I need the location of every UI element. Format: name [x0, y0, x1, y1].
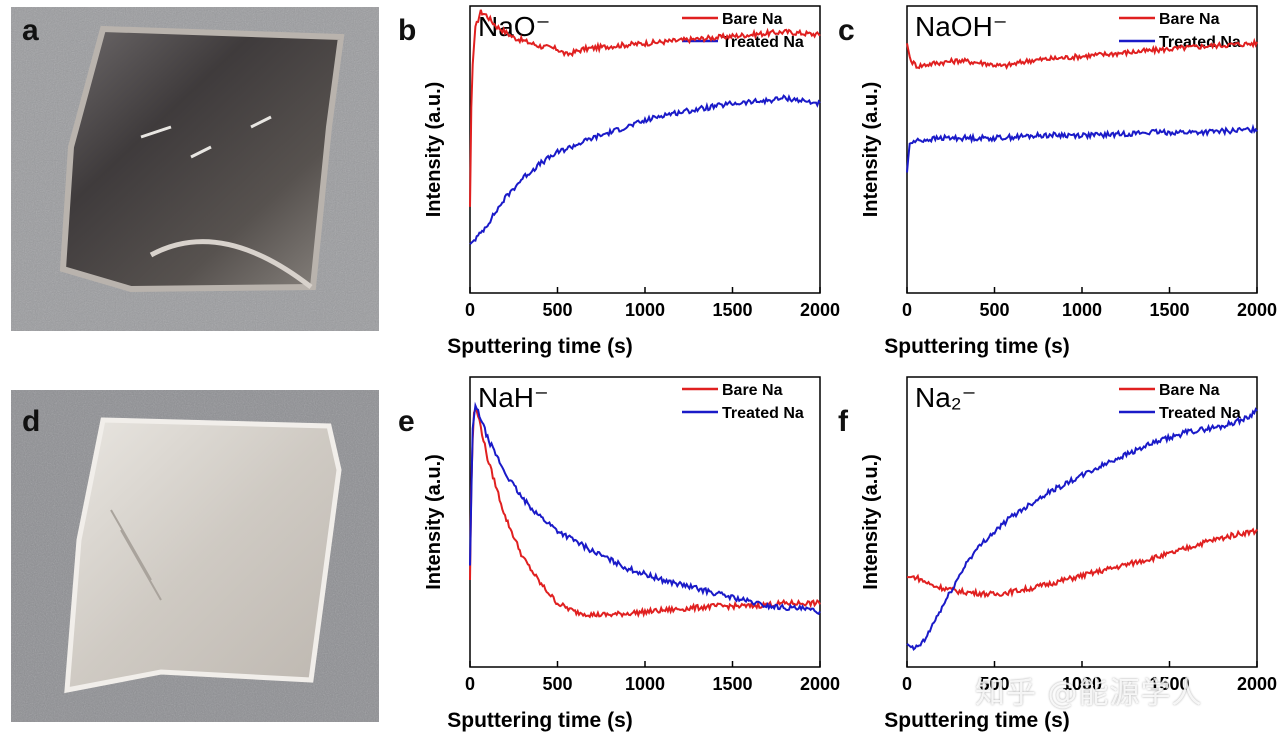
legend-label: Treated Na [1159, 405, 1241, 422]
x-tick-label: 2000 [1237, 300, 1277, 320]
x-axis-label: Sputtering time (s) [884, 709, 1070, 732]
panel-label-a: a [22, 14, 39, 47]
panel-label-d: d [22, 405, 41, 438]
x-axis-label: Sputtering time (s) [447, 709, 633, 732]
photo-treated-na [11, 390, 379, 722]
x-tick-label: 1000 [1062, 300, 1102, 320]
x-tick-label: 2000 [800, 674, 840, 694]
legend-label: Bare Na [722, 382, 783, 399]
series-line-bare [907, 527, 1258, 599]
chart-f: 0 500 1000 1500 2000 Sputtering time (s) Inten… [860, 376, 1277, 732]
watermark-text: 知乎 @能源学人 [975, 676, 1203, 711]
chart-e: 0 500 1000 1500 2000 Sputtering time (s) Inten… [423, 376, 840, 732]
chart-title: Na₂⁻ [915, 382, 976, 413]
chart-b: 0 500 1000 1500 2000 Sputtering time (s) Inten… [423, 5, 840, 358]
chart-c: 0 500 1000 1500 2000 Sputtering time (s) Inten… [860, 5, 1277, 358]
series-line-bare [906, 37, 1258, 71]
x-tick-label: 500 [542, 300, 572, 320]
series-line-treated [906, 407, 1258, 651]
x-tick-label: 1500 [712, 674, 752, 694]
series-line-treated [469, 401, 821, 616]
y-axis-label: Intensity (a.u.) [860, 454, 882, 590]
panel-label-b: b [398, 14, 417, 47]
chart-title: NaOH⁻ [915, 11, 1008, 42]
legend-label: Bare Na [722, 11, 783, 28]
panel-label-e: e [398, 405, 415, 438]
x-tick-label: 500 [542, 674, 572, 694]
x-tick-label: 0 [465, 300, 475, 320]
series-line-bare [469, 407, 821, 619]
series-line-treated [906, 123, 1258, 173]
y-axis-label: Intensity (a.u.) [423, 454, 445, 590]
panel-label-f: f [838, 405, 848, 438]
x-tick-label: 1000 [625, 674, 665, 694]
legend-label: Bare Na [1159, 11, 1220, 28]
series-line-treated [469, 94, 821, 245]
x-tick-label: 1500 [1149, 300, 1189, 320]
x-tick-label: 1000 [625, 300, 665, 320]
x-tick-label: 1000 [1062, 674, 1102, 694]
legend-label: Treated Na [722, 34, 804, 51]
y-axis-label: Intensity (a.u.) [860, 82, 882, 218]
x-tick-label: 1500 [712, 300, 752, 320]
x-axis-label: Sputtering time (s) [884, 335, 1070, 358]
chart-title: NaH⁻ [478, 382, 549, 413]
series-line-bare [469, 9, 821, 207]
legend-label: Bare Na [1159, 382, 1220, 399]
x-tick-label: 1500 [1149, 674, 1189, 694]
x-tick-label: 0 [902, 674, 912, 694]
x-tick-label: 500 [979, 674, 1009, 694]
photo-bare-na [11, 7, 379, 331]
x-tick-label: 2000 [1237, 674, 1277, 694]
y-axis-label: Intensity (a.u.) [423, 82, 445, 218]
panel-label-c: c [838, 14, 855, 47]
legend-label: Treated Na [722, 405, 804, 422]
x-tick-label: 0 [902, 300, 912, 320]
x-axis-label: Sputtering time (s) [447, 335, 633, 358]
x-tick-label: 500 [979, 300, 1009, 320]
x-tick-label: 0 [465, 674, 475, 694]
x-tick-label: 2000 [800, 300, 840, 320]
